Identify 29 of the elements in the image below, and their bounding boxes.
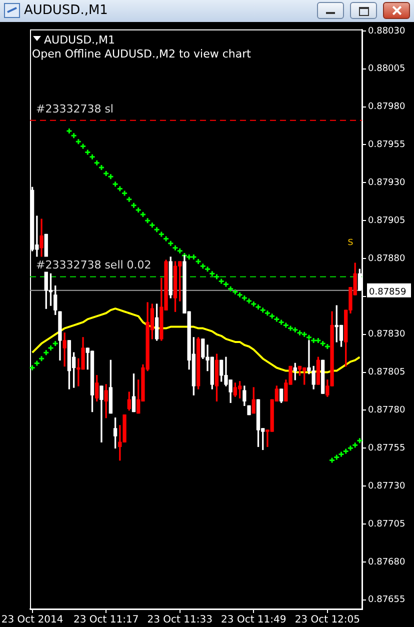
ref-line-label: #23332738 sell 0.02 [36,258,152,272]
ref-line-label: #23332738 sl [36,102,114,116]
y-tick-label: 0.87680 [368,557,406,568]
annotation: s [348,235,354,248]
y-tick-label: 0.87730 [368,481,406,492]
y-tick-label: 0.87655 [368,595,406,606]
y-tick-label: 0.87830 [368,330,406,340]
y-tick-label: 0.88030 [368,26,406,36]
y-tick-label: 0.87980 [368,102,406,112]
y-tick-label: 0.87905 [368,216,406,226]
x-tick-label: 23 Oct 11:17 [73,614,139,626]
candlestick [320,360,325,394]
y-tick-label: 0.87705 [368,519,406,530]
ref-line-label: 0.87859 [369,287,406,298]
annotation: Open Offline AUDUSD.,M2 to view chart [32,47,252,60]
x-tick-label: 23 Oct 12:05 [294,614,360,626]
x-tick-label: 23 Oct 2014 [1,614,64,626]
chart-title: AUDUSD.,M1 [24,3,108,18]
x-tick-label: 23 Oct 11:33 [147,614,212,626]
y-tick-label: 0.87755 [368,444,406,454]
y-tick-label: 0.87880 [368,254,406,264]
y-tick-label: 0.87955 [368,140,406,150]
x-tick-label: 23 Oct 11:49 [221,614,286,626]
y-tick-label: 0.87780 [368,406,406,416]
y-tick-label: 0.87805 [368,368,406,378]
annotation: AUDUSD.,M1 [44,33,116,46]
y-tick-label: 0.87930 [368,178,406,188]
y-tick-label: 0.88005 [368,64,406,74]
candlestick [247,405,251,416]
